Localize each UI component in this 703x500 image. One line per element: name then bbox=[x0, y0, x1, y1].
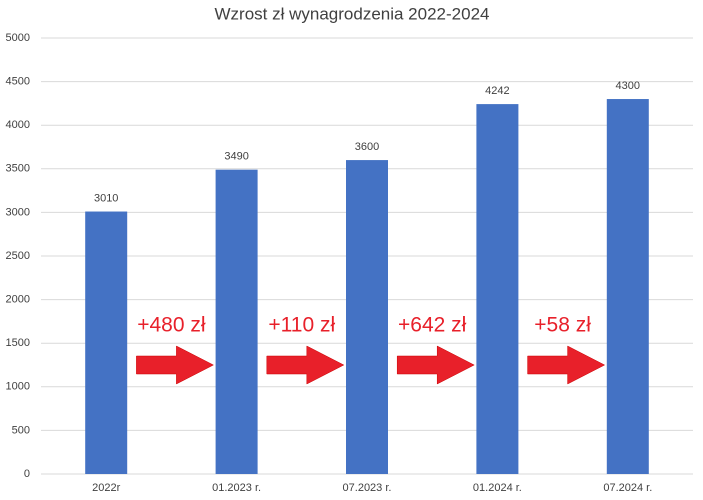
chart-title: Wzrost zł wynagrodzenia 2022-2024 bbox=[215, 4, 490, 23]
value-label: 3010 bbox=[94, 192, 118, 204]
y-tick-label: 4000 bbox=[6, 119, 30, 131]
value-label: 4300 bbox=[616, 80, 640, 92]
annotation: +642 zł bbox=[398, 314, 467, 337]
x-tick-label: 01.2023 r. bbox=[212, 482, 261, 494]
y-tick-label: 2500 bbox=[6, 250, 30, 262]
y-tick-label: 1000 bbox=[6, 381, 30, 393]
x-tick-label: 07.2024 r. bbox=[603, 482, 652, 494]
bar bbox=[215, 169, 258, 474]
y-tick-label: 500 bbox=[12, 424, 30, 436]
y-tick-label: 0 bbox=[24, 468, 30, 480]
arrow bbox=[266, 345, 345, 385]
bar bbox=[606, 99, 649, 474]
arrow bbox=[396, 345, 475, 385]
value-label: 3490 bbox=[224, 151, 248, 163]
y-tick-label: 3000 bbox=[6, 206, 30, 218]
bar bbox=[346, 160, 388, 474]
value-label: 3600 bbox=[355, 141, 379, 153]
y-tick-label: 2000 bbox=[6, 294, 30, 306]
x-tick-label: 07.2023 r. bbox=[343, 482, 392, 494]
arrow bbox=[136, 345, 214, 385]
annotation: +480 zł bbox=[137, 314, 206, 337]
bar bbox=[476, 104, 519, 475]
arrow bbox=[527, 345, 606, 385]
y-tick-label: 3500 bbox=[6, 163, 30, 175]
y-tick-label: 4500 bbox=[6, 76, 30, 88]
y-tick-label: 5000 bbox=[6, 32, 30, 44]
annotation: +110 zł bbox=[268, 314, 335, 337]
x-tick-label: 01.2024 r. bbox=[473, 482, 522, 494]
bar bbox=[85, 211, 128, 474]
y-tick-label: 1500 bbox=[6, 337, 30, 349]
annotation: +58 zł bbox=[534, 314, 591, 337]
x-tick-label: 2022r bbox=[92, 482, 120, 494]
value-label: 4242 bbox=[485, 85, 509, 97]
